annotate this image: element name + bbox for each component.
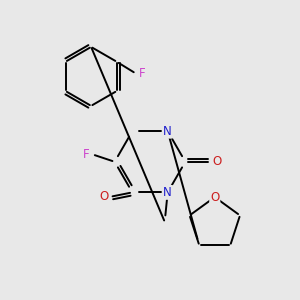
Text: N: N [163,125,172,138]
Text: F: F [139,67,146,80]
Text: O: O [212,155,221,168]
Text: O: O [99,190,108,203]
Text: N: N [163,186,172,199]
Text: O: O [210,190,219,204]
Text: F: F [83,148,89,161]
